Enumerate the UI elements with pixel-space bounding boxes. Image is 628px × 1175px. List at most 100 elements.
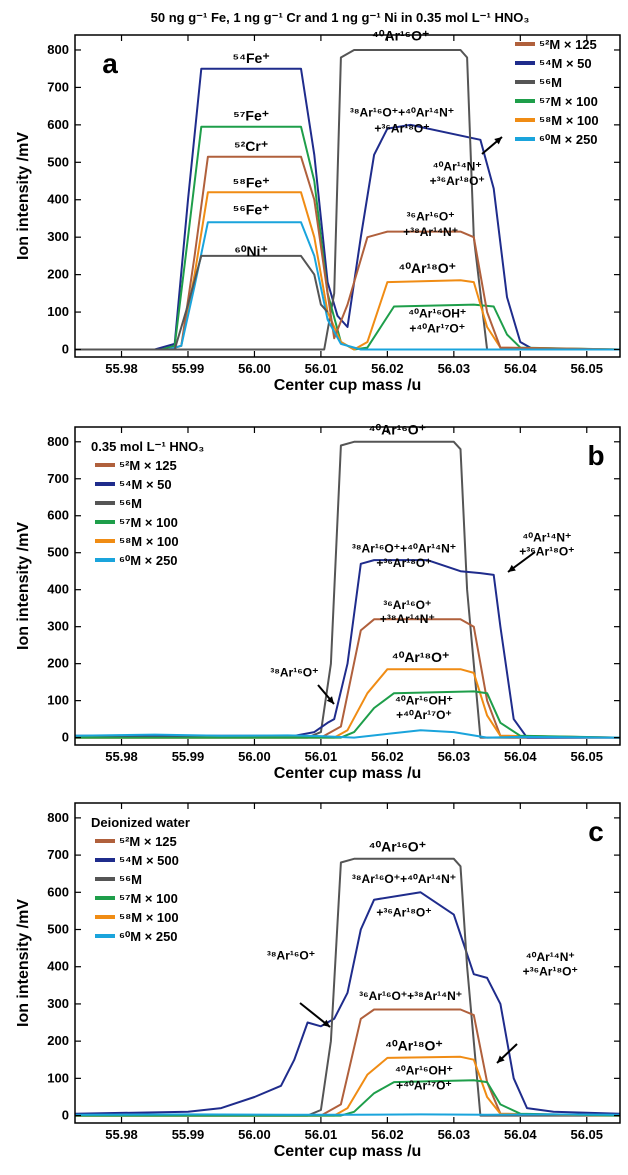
annotation-label: ⁴⁰Ar¹⁴N⁺ [433, 160, 482, 174]
y-tick-label: 400 [47, 959, 69, 974]
legend-entry: ⁵²M × 125 [119, 834, 177, 849]
x-tick-label: 56.01 [305, 1127, 338, 1142]
y-tick-label: 300 [47, 996, 69, 1011]
figure-title: 50 ng g⁻¹ Fe, 1 ng g⁻¹ Cr and 1 ng g⁻¹ N… [151, 10, 530, 25]
x-tick-label: 56.04 [504, 361, 537, 376]
series-line-m56b-6 [75, 254, 329, 351]
series-line-m56-0 [75, 440, 620, 739]
annotation-label: ³⁶Ar¹⁶O⁺ [383, 598, 431, 612]
series-line-m52-2 [75, 1008, 621, 1117]
x-tick-label: 55.98 [105, 1127, 138, 1142]
legend-entry: ⁵⁶M [539, 75, 562, 90]
annotation-label: ⁴⁰Ar¹⁴N⁺ [522, 531, 571, 545]
arrow-a-n14 [481, 136, 503, 155]
legend-entry: ⁵⁴M × 50 [539, 56, 592, 71]
x-axis-label: Center cup mass /u [274, 765, 422, 782]
annotation-label: ⁴⁰Ar¹⁸O⁺ [385, 1037, 443, 1053]
y-tick-label: 100 [47, 1070, 69, 1085]
annotation-label: ³⁸Ar¹⁶O⁺+⁴⁰Ar¹⁴N⁺ [352, 542, 456, 556]
y-tick-label: 200 [47, 267, 69, 282]
arrow-b-n14 [507, 551, 536, 573]
y-tick-label: 600 [47, 884, 69, 899]
annotation-label: ⁴⁰Ar¹⁶O⁺ [372, 28, 429, 44]
legend-entry: ⁵⁴M × 500 [119, 853, 179, 868]
plot-frame [74, 802, 621, 1124]
series-line-m54-1 [75, 559, 620, 739]
x-tick-label: 55.98 [105, 749, 138, 764]
series-line-m52-4 [75, 155, 621, 351]
annotation-label: +³⁶Ar¹⁸O⁺ [376, 556, 431, 570]
panel-a: 0 100 200 300 400 500 600 700 800 55.98 55.99 56.00… [15, 28, 621, 394]
legend-entry: ⁵⁸M × 100 [539, 113, 599, 128]
series-line-m57-4 [75, 1079, 621, 1117]
x-axis-label: Center cup mass /u [274, 377, 422, 394]
legend-entry: ⁵⁷M × 100 [119, 515, 178, 530]
y-tick-label: 100 [47, 693, 69, 708]
y-tick-label: 300 [47, 619, 69, 634]
panel-letter: b [587, 440, 604, 471]
legend-entry: ⁵⁷M × 100 [119, 891, 178, 906]
x-tick-label: 55.99 [172, 361, 205, 376]
y-tick-label: 800 [47, 42, 69, 57]
annotation-label: +³⁶Ar¹⁸O⁺ [523, 964, 578, 978]
x-tick-label: 56.00 [238, 749, 271, 764]
y-tick-label: 500 [47, 922, 69, 937]
annotation-label: ³⁸Ar¹⁶O⁺+⁴⁰Ar¹⁴N⁺ [350, 106, 454, 120]
y-tick-label: 400 [47, 192, 69, 207]
panel-b: 0 100 200 300 400 500 600 700 800 55.98 55.99 56.00… [15, 421, 621, 782]
annotation-label: ⁴⁰Ar¹⁶OH⁺ [395, 1064, 453, 1078]
annotation-label: +³⁶Ar¹⁸O⁺ [376, 905, 431, 919]
arrow-c-n14 [496, 1043, 518, 1064]
x-tick-label: 55.99 [172, 1127, 205, 1142]
legend: 0.35 mol L⁻¹ HNO₃ ⁵²M × 125 ⁵⁴M × 50 ⁵⁶M ⁵⁷M… [91, 439, 204, 568]
series-line-m54-0 [74, 891, 621, 1115]
annotation-label: ³⁶Ar¹⁶O⁺ [407, 209, 455, 223]
panel-letter: c [588, 816, 604, 847]
x-tick-label: 56.01 [305, 749, 338, 764]
annotation-label: ⁴⁰Ar¹⁴N⁺ [526, 950, 575, 964]
annotation-label: +³⁶Ar¹⁸O⁺ [430, 174, 485, 188]
arrow-c-ar16o [299, 1002, 331, 1028]
x-tick-label: 56.03 [438, 361, 471, 376]
annotation-label: +⁴⁰Ar¹⁷O⁺ [409, 322, 465, 336]
annotation-label: ⁴⁰Ar¹⁸O⁺ [398, 260, 456, 276]
y-tick-label: 100 [47, 304, 69, 319]
y-axis-label: Ion intensity /mV [15, 899, 32, 1027]
annotation-label: ⁵⁴Fe⁺ [233, 50, 270, 66]
arrow-c-ar16o-head [322, 1019, 330, 1027]
annotation-label: ⁴⁰Ar¹⁶OH⁺ [408, 307, 466, 321]
series-line-m60-5 [74, 729, 621, 739]
annotation-label: ³⁶Ar¹⁶O⁺+³⁸Ar¹⁴N⁺ [359, 989, 462, 1003]
arrow-b-ar16o-head [326, 696, 334, 704]
arrow-c-n14-head [497, 1055, 505, 1063]
series-line-m58-3 [75, 668, 621, 739]
annotation-label: +⁴⁰Ar¹⁷O⁺ [396, 1079, 452, 1093]
y-tick-label: 0 [62, 1108, 69, 1123]
annotation-label: +³⁸Ar¹⁴N⁺ [403, 225, 458, 239]
x-tick-label: 56.04 [504, 749, 537, 764]
series-line-m60-5 [75, 221, 620, 351]
panel-letter: a [102, 48, 118, 79]
y-tick-label: 700 [47, 79, 69, 94]
annotation-label: ⁵²Cr⁺ [234, 138, 268, 154]
series-line-m57-4 [75, 690, 621, 739]
annotation-label: ⁴⁰Ar¹⁸O⁺ [392, 649, 450, 665]
annotation-label: ⁴⁰Ar¹⁶O⁺ [369, 421, 426, 437]
y-tick-label: 700 [47, 471, 69, 486]
x-tick-label: 56.02 [371, 361, 404, 376]
y-tick-label: 500 [47, 545, 69, 560]
legend-title: 0.35 mol L⁻¹ HNO₃ [91, 439, 204, 454]
x-tick-label: 56.04 [504, 1127, 537, 1142]
x-tick-label: 56.02 [371, 749, 404, 764]
legend-entry: ⁵²M × 125 [539, 37, 597, 52]
plot-frame [74, 34, 621, 358]
y-tick-label: 600 [47, 117, 69, 132]
series-line-m58-3 [75, 1055, 621, 1117]
annotation-label: +⁴⁰Ar¹⁷O⁺ [396, 708, 452, 722]
legend: Deionized water ⁵²M × 125 ⁵⁴M × 500 ⁵⁶M ⁵⁷M … [91, 815, 190, 944]
annotation-label: ⁵⁶Fe⁺ [233, 202, 270, 218]
series-line-m54-0 [75, 67, 620, 351]
legend-entry: ⁶⁰M × 250 [119, 553, 178, 568]
legend-entry: ⁵⁶M [119, 872, 142, 887]
